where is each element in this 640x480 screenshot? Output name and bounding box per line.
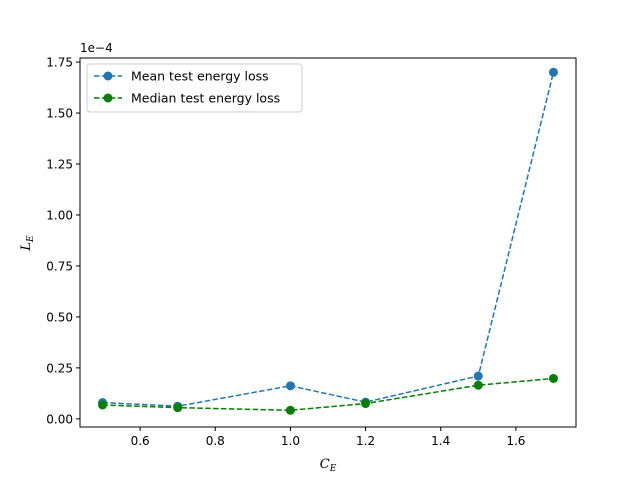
y-tick-label: 0.75 — [46, 259, 73, 273]
y-axis-offset-label: 1e−4 — [80, 41, 113, 55]
y-tick-label: 1.50 — [46, 107, 73, 121]
y-tick-label: 0.25 — [46, 361, 73, 375]
series-layer — [98, 67, 558, 415]
legend-label-mean: Mean test energy loss — [131, 69, 269, 84]
series-median — [98, 373, 558, 415]
data-point — [285, 405, 295, 415]
data-point — [548, 373, 558, 383]
series-line — [102, 377, 554, 412]
x-tick-label: 1.0 — [281, 434, 300, 448]
series-line — [102, 72, 555, 407]
plot-area — [79, 57, 577, 428]
x-tick-label: 1.6 — [506, 434, 525, 448]
legend-label-median: Median test energy loss — [131, 91, 280, 106]
legend-entry-mean: Mean test energy loss — [94, 69, 269, 84]
data-point — [361, 399, 371, 409]
y-tick-label: 0.00 — [46, 412, 73, 426]
data-point — [473, 380, 483, 390]
y-tick-label: 0.50 — [46, 310, 73, 324]
y-tick-label: 1.00 — [46, 208, 73, 222]
legend-marker-median — [103, 93, 113, 103]
data-point — [473, 371, 483, 381]
x-tick-label: 0.8 — [206, 434, 225, 448]
legend-marker-mean — [103, 71, 113, 81]
y-axis-ticks: 0.00 0.25 0.50 0.75 1.00 1.25 1.50 1.75 — [46, 56, 80, 426]
y-tick-label: 1.25 — [46, 158, 73, 172]
legend-entry-median: Median test energy loss — [94, 91, 280, 106]
x-axis-label: CE — [320, 457, 337, 474]
data-point — [98, 400, 108, 410]
x-axis-ticks: 0.6 0.8 1.0 1.2 1.4 1.6 — [131, 427, 525, 448]
x-tick-label: 1.4 — [431, 434, 450, 448]
y-tick-label: 1.75 — [46, 56, 73, 70]
data-point — [173, 403, 183, 413]
legend: Mean test energy loss Median test energy… — [86, 63, 303, 113]
y-axis-label: LE — [19, 235, 36, 252]
legend-box — [86, 63, 303, 113]
x-tick-label: 0.6 — [131, 434, 150, 448]
x-tick-label: 1.2 — [356, 434, 375, 448]
data-point — [548, 67, 558, 77]
data-point — [285, 381, 295, 391]
